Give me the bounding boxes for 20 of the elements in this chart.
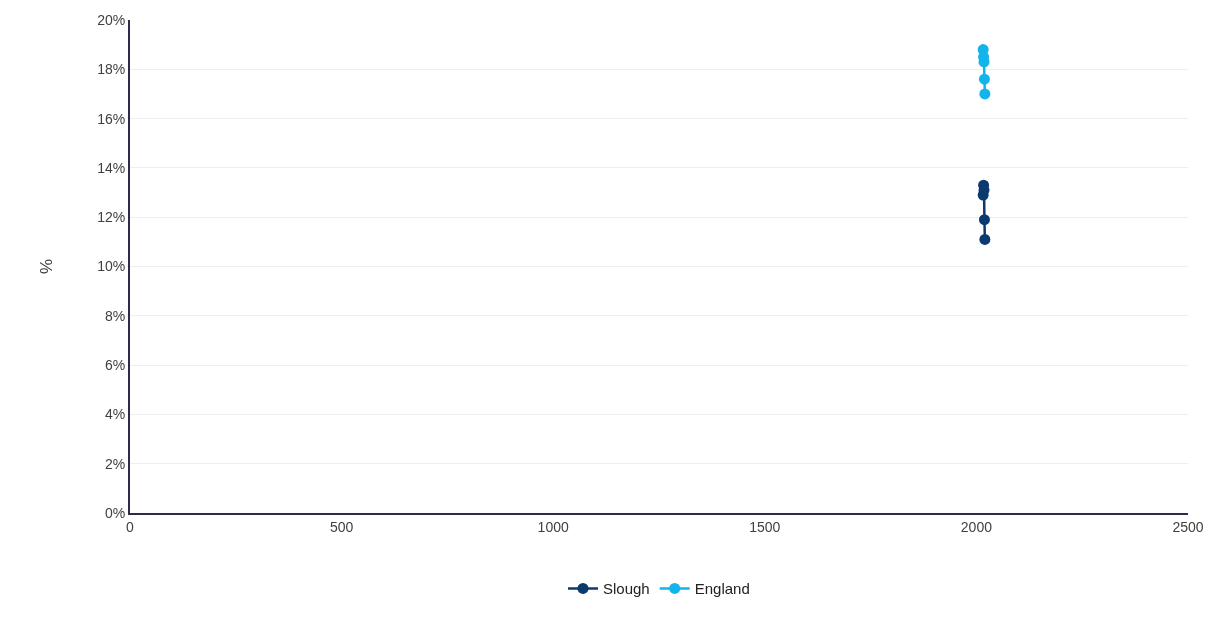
x-tick-label: 500 [329,518,354,535]
legend-label: England [694,580,750,598]
x-tick-label: 2500 [1172,518,1204,535]
y-tick-label: 6% [104,357,126,373]
y-tick-label: 16% [97,110,126,127]
y-tick-label: 2% [104,455,126,472]
y-tick-label: 8% [104,307,126,324]
y-tick-label: 14% [97,159,126,176]
y-axis-title: % [37,258,57,275]
y-tick-label: 12% [97,209,126,226]
x-tick-label: 1000 [537,518,569,535]
x-tick-label: 1500 [749,518,781,535]
y-tick-label: 4% [104,406,126,423]
y-tick-label: 18% [97,61,126,78]
y-tick-label: 10% [97,258,126,275]
y-tick-label: 0% [104,504,126,521]
y-tick-label: 20% [97,11,126,28]
x-tick-label: 0 [126,518,135,535]
x-tick-label: 2000 [960,518,993,535]
legend-label: Slough [603,580,650,598]
